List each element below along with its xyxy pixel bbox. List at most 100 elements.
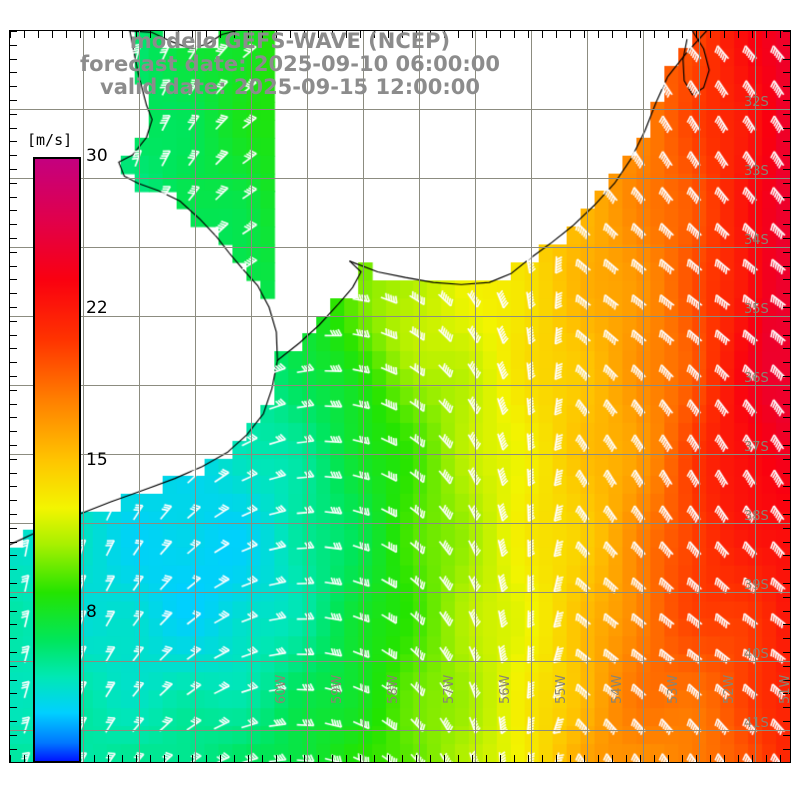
- axis-tick: [206, 31, 207, 38]
- axis-tick: [262, 31, 263, 38]
- axis-tick: [570, 755, 571, 762]
- axis-tick: [783, 721, 790, 722]
- axis-tick: [24, 755, 25, 762]
- axis-tick: [783, 334, 790, 336]
- axis-tick: [304, 755, 305, 762]
- axis-tick: [10, 100, 17, 101]
- axis-tick: [10, 307, 17, 308]
- axis-tick: [10, 569, 17, 571]
- axis-tick: [528, 755, 529, 762]
- colorbar-tick-30: 30: [86, 146, 108, 166]
- axis-tick: [332, 755, 333, 762]
- axis-tick: [556, 755, 557, 762]
- axis-tick: [783, 376, 790, 377]
- axis-tick: [10, 224, 17, 226]
- axis-tick: [783, 279, 790, 281]
- axis-tick: [10, 445, 17, 446]
- axis-tick: [10, 500, 17, 502]
- axis-tick: [766, 755, 767, 762]
- axis-tick: [318, 755, 319, 762]
- axis-tick: [206, 755, 207, 762]
- axis-tick: [584, 755, 585, 762]
- axis-tick: [696, 755, 697, 762]
- longitude-label-58W: 58W: [386, 674, 401, 704]
- axis-tick: [10, 141, 17, 143]
- axis-tick: [783, 555, 790, 557]
- gridline-vertical: [587, 31, 588, 762]
- latitude-label-41S: 41S: [744, 716, 769, 731]
- axis-tick: [10, 755, 11, 762]
- axis-tick: [360, 755, 361, 762]
- axis-tick: [668, 755, 669, 762]
- axis-tick: [612, 755, 613, 762]
- axis-tick: [738, 31, 739, 38]
- axis-tick: [783, 527, 790, 529]
- axis-tick: [402, 755, 403, 762]
- axis-tick: [10, 403, 17, 405]
- axis-tick: [654, 755, 655, 762]
- axis-tick: [374, 755, 375, 762]
- colorbar-tick-8: 8: [86, 602, 97, 622]
- axis-tick: [10, 527, 17, 529]
- axis-tick: [783, 155, 790, 157]
- axis-tick: [783, 224, 790, 226]
- axis-tick: [783, 72, 790, 74]
- axis-tick: [696, 31, 697, 38]
- axis-tick: [783, 734, 790, 736]
- axis-tick: [783, 182, 790, 184]
- gridline-horizontal: [10, 385, 790, 386]
- axis-tick: [122, 755, 123, 762]
- gridline-vertical: [83, 31, 84, 762]
- axis-tick: [783, 500, 790, 502]
- axis-tick: [178, 755, 179, 762]
- axis-tick: [598, 31, 599, 38]
- axis-tick: [220, 31, 221, 38]
- axis-tick: [783, 31, 790, 32]
- axis-tick: [52, 31, 53, 38]
- axis-tick: [783, 403, 790, 405]
- axis-tick: [10, 431, 17, 433]
- axis-tick: [10, 113, 17, 115]
- axis-tick: [783, 445, 790, 446]
- axis-tick: [10, 679, 17, 681]
- axis-tick: [10, 265, 17, 267]
- axis-tick: [24, 31, 25, 38]
- axis-tick: [10, 44, 17, 46]
- latitude-label-38S: 38S: [744, 509, 769, 524]
- axis-tick: [783, 458, 790, 460]
- axis-tick: [514, 755, 515, 762]
- axis-tick: [248, 755, 249, 762]
- axis-tick: [472, 755, 473, 762]
- gridline-vertical: [195, 31, 196, 762]
- axis-tick: [66, 31, 67, 38]
- latitude-label-37S: 37S: [744, 440, 769, 455]
- axis-tick: [234, 31, 235, 38]
- axis-tick: [346, 755, 347, 762]
- axis-tick: [783, 624, 790, 626]
- gridline-horizontal: [10, 592, 790, 593]
- axis-tick: [783, 596, 790, 598]
- axis-tick: [458, 755, 459, 762]
- axis-tick: [444, 31, 445, 38]
- axis-tick: [318, 31, 319, 38]
- axis-tick: [724, 31, 725, 38]
- colorbar[interactable]: [33, 157, 81, 763]
- axis-tick: [710, 31, 711, 38]
- axis-tick: [10, 251, 17, 253]
- axis-tick: [10, 31, 11, 38]
- axis-tick: [682, 31, 683, 38]
- gridline-vertical: [307, 31, 308, 762]
- axis-tick: [783, 541, 790, 543]
- axis-tick: [332, 31, 333, 38]
- axis-tick: [10, 127, 17, 129]
- map-plot-area[interactable]: 64W60W59W58W57W56W55W54W53W52W51W 32S33S…: [9, 30, 791, 763]
- axis-tick: [164, 31, 165, 38]
- axis-tick: [612, 31, 613, 38]
- axis-tick: [528, 31, 529, 38]
- axis-tick: [783, 251, 790, 253]
- axis-tick: [472, 31, 473, 38]
- axis-tick: [783, 638, 790, 640]
- axis-tick: [738, 755, 739, 762]
- axis-tick: [108, 755, 109, 762]
- axis-tick: [780, 755, 781, 762]
